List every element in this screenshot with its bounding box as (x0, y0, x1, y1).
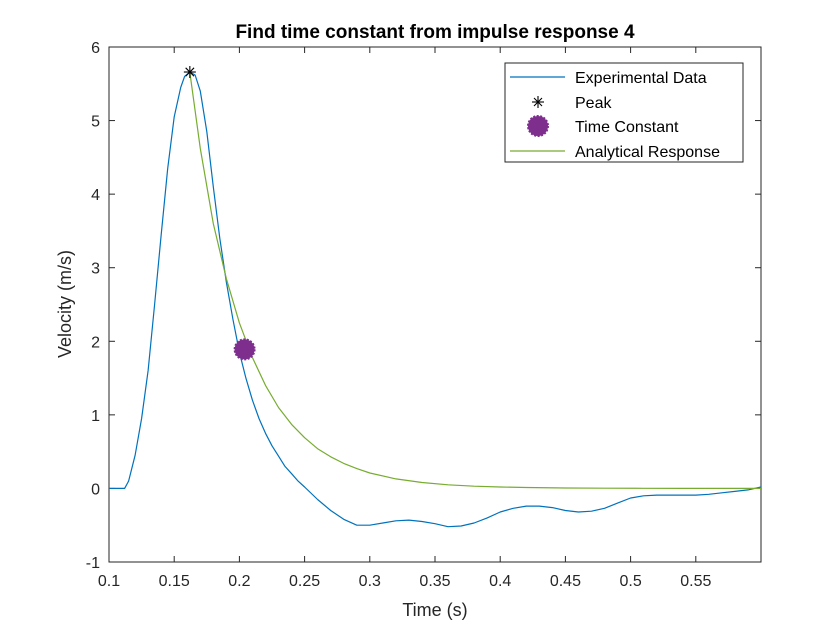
x-axis-label: Time (s) (402, 600, 467, 620)
x-tick-label: 0.1 (98, 573, 120, 590)
peak-marker-stroke (185, 67, 195, 77)
y-tick-label: 1 (91, 408, 100, 425)
y-tick-label: -1 (86, 555, 100, 572)
y-tick-label: 0 (91, 481, 100, 498)
legend-box (504, 62, 744, 163)
time-constant-marker (233, 338, 256, 361)
x-axis-ticks: 0.1 0.15 0.2 0.25 0.3 0.35 0.4 0.45 0.5 0.55 (98, 47, 711, 590)
x-tick-label: 0.2 (228, 573, 250, 590)
chart-title: Find time constant from impulse response… (235, 22, 635, 43)
legend-swatch-time-constant-circle-icon (527, 115, 549, 137)
plot-area (109, 71, 761, 528)
legend-label-time-constant: Time Constant (575, 119, 679, 136)
x-tick-label: 0.45 (550, 573, 581, 590)
legend-label-experimental: Experimental Data (575, 70, 707, 87)
peak-marker (183, 66, 196, 79)
experimental-data-line (109, 71, 761, 528)
x-tick-label: 0.3 (359, 573, 381, 590)
y-tick-label: 6 (91, 40, 100, 57)
x-tick-label: 0.25 (289, 573, 320, 590)
x-tick-label: 0.4 (489, 573, 511, 590)
y-tick-label: 3 (91, 261, 100, 278)
x-tick-label: 0.55 (680, 573, 711, 590)
marker-layer (183, 66, 256, 361)
x-tick-label: 0.35 (419, 573, 450, 590)
legend-swatch-peak-asterisk-icon (532, 96, 544, 108)
y-axis-label: Velocity (m/s) (55, 250, 75, 358)
y-tick-label: 5 (91, 114, 100, 131)
y-tick-label: 2 (91, 334, 100, 351)
legend-label-peak: Peak (575, 95, 612, 112)
y-axis-ticks: -1 0 1 2 3 4 5 6 (86, 40, 761, 572)
x-tick-label: 0.15 (159, 573, 190, 590)
legend-label-analytical: Analytical Response (575, 144, 720, 161)
x-tick-label: 0.5 (619, 573, 641, 590)
y-tick-label: 4 (91, 187, 100, 204)
analytical-response-line (189, 71, 761, 489)
legend: Experimental Data Peak Time Constant Ana… (504, 62, 744, 163)
